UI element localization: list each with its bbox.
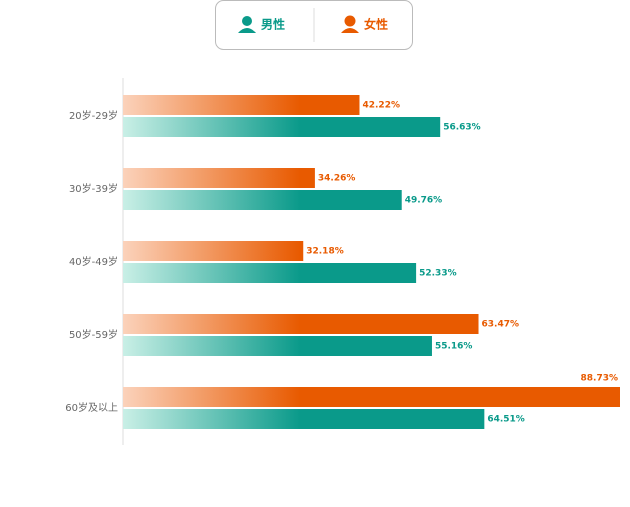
category-label: 50岁-59岁 [69,328,118,341]
bar [123,95,360,115]
bar [123,190,402,210]
female-icon [341,15,359,33]
value-label: 42.22% [362,101,400,111]
category-label: 60岁及以上 [65,401,118,414]
legend-label: 男性 [261,17,285,32]
category-label: 40岁-49岁 [69,255,118,268]
bar [123,336,432,356]
category-label: 20岁-29岁 [69,109,118,122]
value-label: 55.16% [435,342,473,352]
value-label: 34.26% [318,174,356,184]
bar [123,241,304,261]
bar [123,387,620,407]
bar [123,263,417,283]
bar [123,409,485,429]
value-label: 56.63% [443,123,481,133]
bar [123,168,315,188]
bar [123,314,479,334]
legend-label: 女性 [364,17,388,32]
value-label: 52.33% [419,269,457,279]
value-label: 63.47% [482,320,519,330]
value-label: 49.76% [405,196,443,206]
value-label: 32.18% [306,247,344,257]
bar [123,117,441,137]
category-label: 30岁-39岁 [69,182,118,195]
value-label: 88.73% [581,374,619,384]
male-icon [238,16,256,33]
value-label: 64.51% [487,415,524,425]
